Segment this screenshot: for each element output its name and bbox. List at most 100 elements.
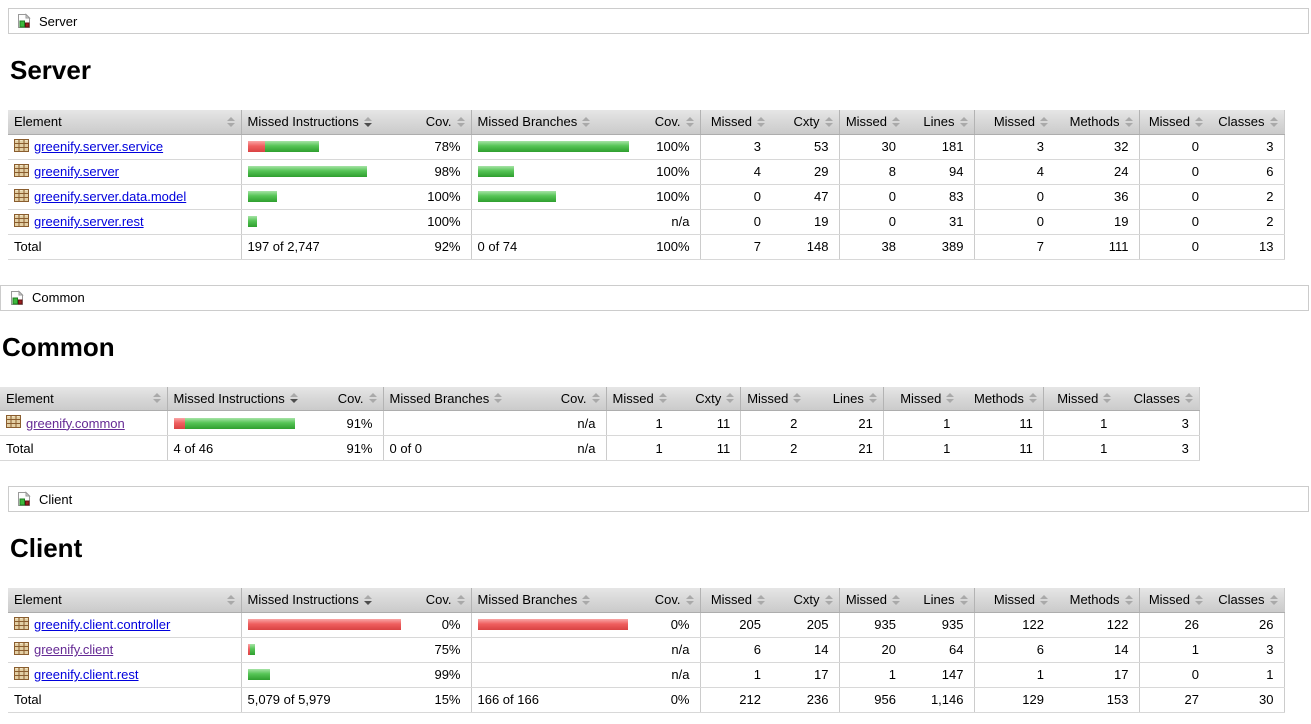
package-link[interactable]: greenify.common bbox=[26, 415, 125, 431]
column-header-lines[interactable]: Lines bbox=[906, 110, 974, 135]
column-header-lines[interactable]: Lines bbox=[807, 386, 884, 411]
column-header-missed[interactable]: Missed bbox=[973, 110, 1054, 135]
column-header-element[interactable]: Element bbox=[0, 386, 167, 411]
column-header-methods[interactable]: Methods bbox=[960, 386, 1044, 411]
metric-cell: 147 bbox=[906, 662, 974, 688]
column-header-label: Cov. bbox=[560, 390, 587, 406]
sort-icon bbox=[152, 393, 161, 404]
package-icon bbox=[6, 415, 21, 431]
breadcrumb: Server bbox=[8, 8, 1309, 34]
column-header-cov-[interactable]: Cov. bbox=[415, 588, 471, 613]
metric-cell: 14 bbox=[1054, 637, 1139, 663]
metric-cell: 47 bbox=[771, 184, 839, 210]
column-header-element[interactable]: Element bbox=[8, 110, 241, 135]
column-header-methods[interactable]: Methods bbox=[1054, 110, 1139, 135]
column-header-element[interactable]: Element bbox=[8, 588, 241, 613]
total-branch-coverage-cell: 0% bbox=[641, 687, 700, 713]
total-metric-cell: 1,146 bbox=[906, 687, 974, 713]
column-header-cov-[interactable]: Cov. bbox=[329, 386, 383, 411]
column-header-label: Element bbox=[14, 592, 62, 608]
package-link[interactable]: greenify.server.data.model bbox=[34, 189, 187, 204]
column-header-classes[interactable]: Classes bbox=[1209, 110, 1285, 135]
column-header-label: Missed bbox=[845, 114, 887, 130]
missed-instructions-bar-cell bbox=[240, 184, 415, 210]
column-header-classes[interactable]: Classes bbox=[1209, 588, 1285, 613]
metric-cell: 64 bbox=[906, 637, 974, 663]
instruction-coverage-cell: 99% bbox=[415, 662, 471, 688]
column-header-missed[interactable]: Missed bbox=[882, 386, 961, 411]
sort-icon bbox=[1040, 116, 1048, 127]
column-header-missed-branches[interactable]: Missed Branches bbox=[470, 110, 641, 135]
column-header-missed-branches[interactable]: Missed Branches bbox=[470, 588, 641, 613]
package-link[interactable]: greenify.server.service bbox=[34, 139, 164, 154]
column-header-missed[interactable]: Missed bbox=[699, 588, 771, 613]
package-icon bbox=[14, 666, 29, 683]
column-header-lines[interactable]: Lines bbox=[906, 588, 974, 613]
package-link[interactable]: greenify.client.rest bbox=[34, 667, 139, 682]
total-metric-cell: 21 bbox=[807, 435, 884, 461]
branch-coverage-cell: 100% bbox=[641, 134, 700, 160]
breadcrumb: Common bbox=[0, 284, 1309, 311]
column-header-cov-[interactable]: Cov. bbox=[641, 588, 700, 613]
total-label-cell: Total bbox=[8, 234, 241, 260]
package-link[interactable]: greenify.server bbox=[34, 164, 120, 179]
coverage-bar bbox=[477, 141, 636, 152]
sort-icon bbox=[726, 393, 735, 404]
missed-branches-bar-cell bbox=[470, 159, 641, 185]
column-header-label: Missed bbox=[993, 592, 1035, 608]
column-header-classes[interactable]: Classes bbox=[1117, 386, 1200, 411]
coverage-bar bbox=[247, 166, 410, 177]
column-header-label: Element bbox=[14, 114, 62, 130]
sort-icon bbox=[824, 594, 833, 605]
metric-cell: 4 bbox=[699, 159, 771, 185]
metric-cell: 24 bbox=[1054, 159, 1139, 185]
total-metric-cell: 111 bbox=[1054, 234, 1139, 260]
total-label-cell: Total bbox=[0, 435, 167, 461]
column-header-missed-instructions[interactable]: Missed Instructions bbox=[240, 588, 415, 613]
column-header-missed[interactable]: Missed bbox=[838, 588, 906, 613]
column-header-missed[interactable]: Missed bbox=[605, 386, 673, 411]
package-link[interactable]: greenify.server.rest bbox=[34, 214, 144, 229]
column-header-methods[interactable]: Methods bbox=[1054, 588, 1139, 613]
column-header-cxty[interactable]: Cxty bbox=[672, 386, 741, 411]
column-header-missed[interactable]: Missed bbox=[1138, 110, 1209, 135]
column-header-missed[interactable]: Missed bbox=[838, 110, 906, 135]
package-link[interactable]: greenify.client.controller bbox=[34, 617, 171, 632]
column-header-cov-[interactable]: Cov. bbox=[415, 110, 471, 135]
element-cell: greenify.server bbox=[8, 159, 241, 185]
column-header-label: Cov. bbox=[654, 592, 681, 608]
column-header-missed[interactable]: Missed bbox=[1042, 386, 1118, 411]
metric-cell: 6 bbox=[1209, 159, 1285, 185]
page-title: Client bbox=[10, 533, 83, 563]
package-icon bbox=[14, 616, 29, 633]
column-header-missed-branches[interactable]: Missed Branches bbox=[382, 386, 547, 411]
column-header-cov-[interactable]: Cov. bbox=[547, 386, 606, 411]
metric-cell: 3 bbox=[1209, 637, 1285, 663]
column-header-label: Missed bbox=[993, 114, 1035, 130]
sort-icon bbox=[959, 594, 968, 605]
column-header-cxty[interactable]: Cxty bbox=[771, 110, 839, 135]
metric-cell: 21 bbox=[807, 410, 884, 436]
column-header-missed[interactable]: Missed bbox=[699, 110, 771, 135]
total-metric-cell: 148 bbox=[771, 234, 839, 260]
metric-cell: 0 bbox=[973, 209, 1054, 235]
column-header-cxty[interactable]: Cxty bbox=[771, 588, 839, 613]
metric-cell: 32 bbox=[1054, 134, 1139, 160]
metric-cell: 1 bbox=[605, 410, 673, 436]
missed-branches-bar-cell bbox=[382, 410, 547, 436]
column-header-missed-instructions[interactable]: Missed Instructions bbox=[240, 110, 415, 135]
total-metric-cell: 7 bbox=[973, 234, 1054, 260]
element-cell: greenify.server.data.model bbox=[8, 184, 241, 210]
package-icon bbox=[14, 138, 29, 155]
column-header-missed[interactable]: Missed bbox=[1138, 588, 1209, 613]
column-header-cov-[interactable]: Cov. bbox=[641, 110, 700, 135]
package-link[interactable]: greenify.client bbox=[34, 642, 114, 657]
column-header-missed[interactable]: Missed bbox=[973, 588, 1054, 613]
total-metric-cell: 129 bbox=[973, 687, 1054, 713]
total-row: Total 5,079 of 5,979 15% 166 of 166 0% 212 236… bbox=[8, 687, 1285, 713]
total-row: Total 4 of 46 91% 0 of 0 n/a 1 11 2 21 1 11 1 3 bbox=[0, 435, 1200, 461]
column-header-missed[interactable]: Missed bbox=[740, 386, 808, 411]
column-header-missed-instructions[interactable]: Missed Instructions bbox=[166, 386, 329, 411]
metric-cell: 122 bbox=[1054, 612, 1139, 638]
missed-instructions-bar-cell bbox=[240, 612, 415, 638]
